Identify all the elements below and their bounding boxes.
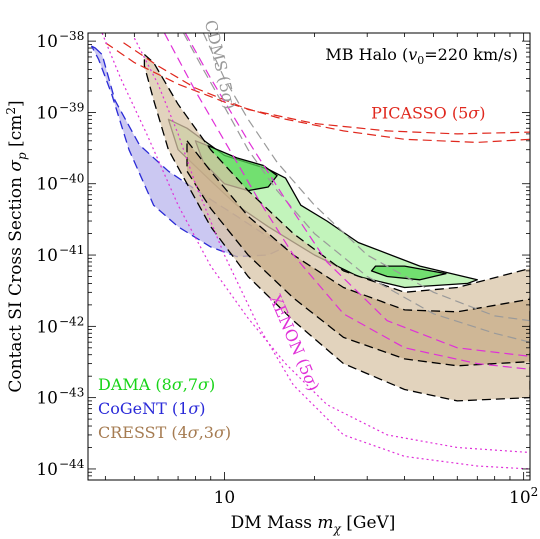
y-tick-exponent: −41 <box>59 243 84 257</box>
cdms-5-line-1-curve <box>182 33 530 343</box>
xenon-5-line-4-curve <box>184 33 530 357</box>
legend-entry-dama-8-7: DAMA (8σ,7σ) <box>98 375 215 394</box>
y-tick-label: 10 <box>36 246 58 266</box>
y-tick-exponent: −42 <box>59 314 84 328</box>
lines-layer <box>101 33 530 470</box>
y-tick-label: 10 <box>36 389 58 409</box>
x-tick-label: 102 <box>509 485 538 508</box>
legend-entry-cogent-1: CoGeNT (1σ) <box>98 399 205 418</box>
y-tick-label: 10 <box>36 32 58 52</box>
picasso-5-line-1-curve <box>105 42 530 143</box>
picasso-5-line-2-curve <box>123 42 530 135</box>
y-tick-label: 10 <box>36 103 58 123</box>
y-tick-exponent: −38 <box>59 29 84 43</box>
picasso-5-label: PICASSO (5σ) <box>371 104 485 123</box>
y-tick-label: 10 <box>36 317 58 337</box>
cresst-3-region <box>186 140 530 367</box>
y-tick-label: 10 <box>36 175 58 195</box>
dama-7-region <box>370 265 447 281</box>
y-axis-label: Contact SI Cross Section σp [cm2] <box>4 100 29 392</box>
ticks-layer <box>88 33 530 481</box>
x-tick-label: 10 <box>214 488 236 508</box>
xenon-5-line-3-curve <box>163 33 530 370</box>
cdms-5-label: CDMS (5σ) <box>201 18 240 111</box>
y-tick-exponent: −43 <box>59 386 84 400</box>
xenon-5-line-2-curve <box>101 33 530 454</box>
x-axis-label: DM Mass mχ [GeV] <box>231 513 396 536</box>
y-tick-exponent: −40 <box>59 172 84 186</box>
plot-frame <box>87 32 531 481</box>
halo-annotation: MB Halo (v0=220 km/s) <box>325 45 518 67</box>
legend-entry-cresst-4-3: CRESST (4σ,3σ) <box>98 423 231 442</box>
y-tick-exponent: −39 <box>59 100 84 114</box>
y-tick-exponent: −44 <box>59 457 85 471</box>
regions-layer <box>91 45 530 402</box>
y-tick-label: 10 <box>36 460 58 480</box>
cdms-5-line-2-curve <box>202 33 530 322</box>
